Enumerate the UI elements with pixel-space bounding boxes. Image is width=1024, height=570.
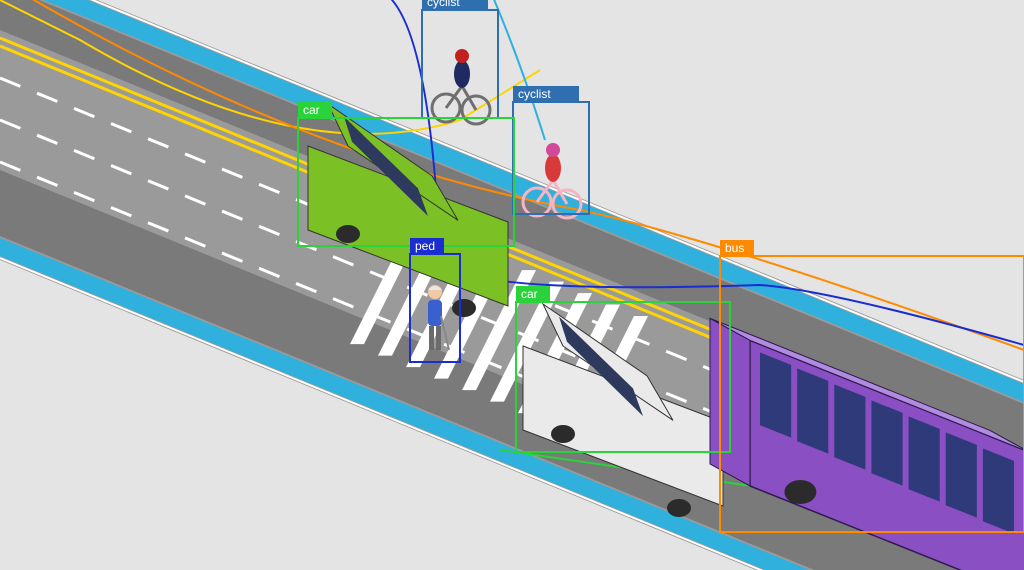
bbox-label-text: car <box>303 103 320 117</box>
bbox-label-text: bus <box>725 241 744 255</box>
bbox-label-text: car <box>521 287 538 301</box>
bbox-label-text: ped <box>415 239 435 253</box>
bbox-label-text: cyclist <box>427 0 460 9</box>
scene-root: cyclist cyclist car ped car bus <box>0 0 1024 570</box>
bbox-label-text: cyclist <box>518 87 551 101</box>
